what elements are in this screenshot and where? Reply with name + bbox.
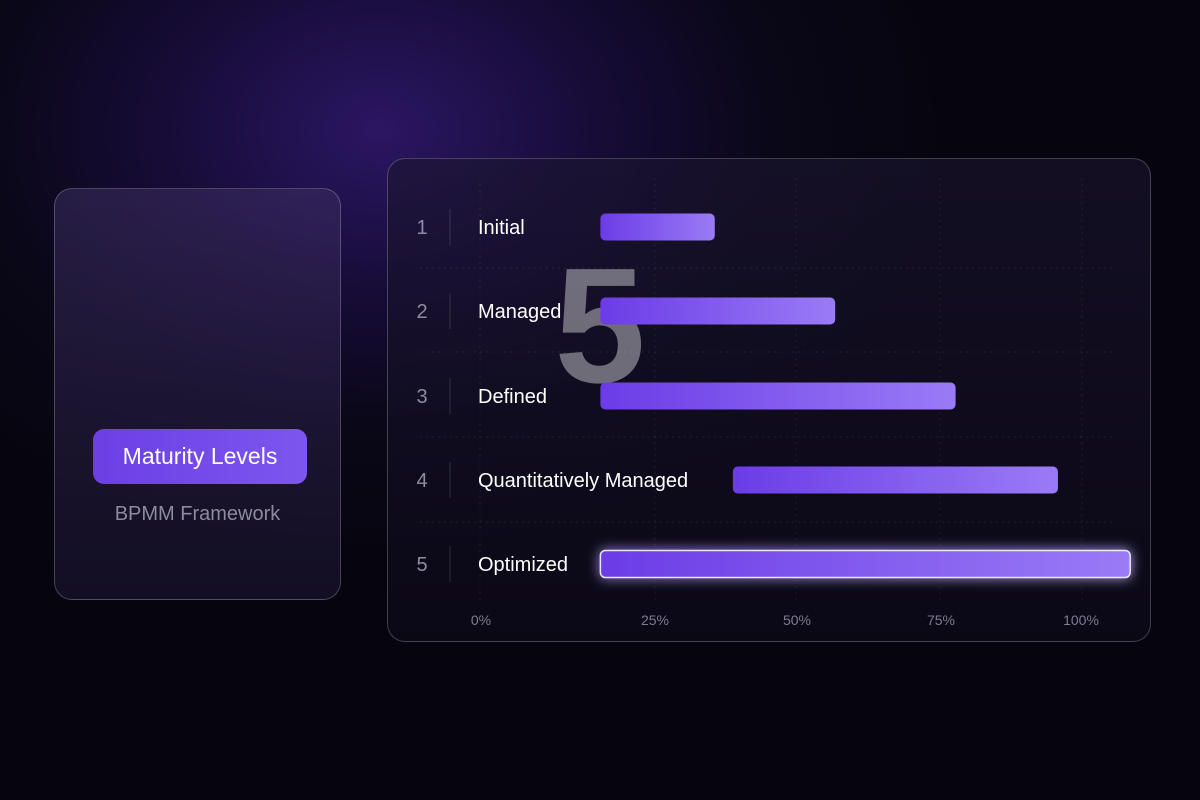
level-number: 5 <box>416 554 427 576</box>
summary-card <box>54 188 341 600</box>
category-label: Initial <box>478 217 525 239</box>
level-number: 3 <box>416 386 427 408</box>
maturity-levels-badge: Maturity Levels <box>93 429 307 484</box>
x-tick-label: 50% <box>783 612 811 628</box>
category-label: Optimized <box>478 554 568 576</box>
level-number: 2 <box>416 301 427 323</box>
bar <box>600 213 715 241</box>
bar <box>600 382 956 410</box>
chart-row: 4 Quantitatively Managed <box>416 462 1058 498</box>
bar <box>732 466 1058 494</box>
x-tick-label: 0% <box>471 612 491 628</box>
level-number: 4 <box>416 470 427 492</box>
chart-row: 3 Defined <box>416 378 956 414</box>
bar <box>600 297 836 325</box>
x-tick-label: 25% <box>641 612 669 628</box>
chart-row: 5 Optimized <box>416 546 1131 582</box>
category-label: Managed <box>478 301 561 323</box>
level-number: 1 <box>416 217 427 239</box>
x-tick-label: 75% <box>927 612 955 628</box>
category-label: Quantitatively Managed <box>478 470 688 492</box>
framework-subtitle: BPMM Framework <box>114 503 281 525</box>
chart-row: 2 Managed <box>416 293 836 329</box>
chart-rows: 1 Initial 2 Managed 3 Defined 4 Quantitatively … <box>416 209 1131 582</box>
x-tick-label: 100% <box>1063 612 1099 628</box>
category-label: Defined <box>478 386 547 408</box>
bar-highlighted <box>599 549 1131 579</box>
chart-row: 1 Initial <box>416 209 715 245</box>
x-axis: 0% 25% 50% 75% 100% <box>471 612 1099 628</box>
